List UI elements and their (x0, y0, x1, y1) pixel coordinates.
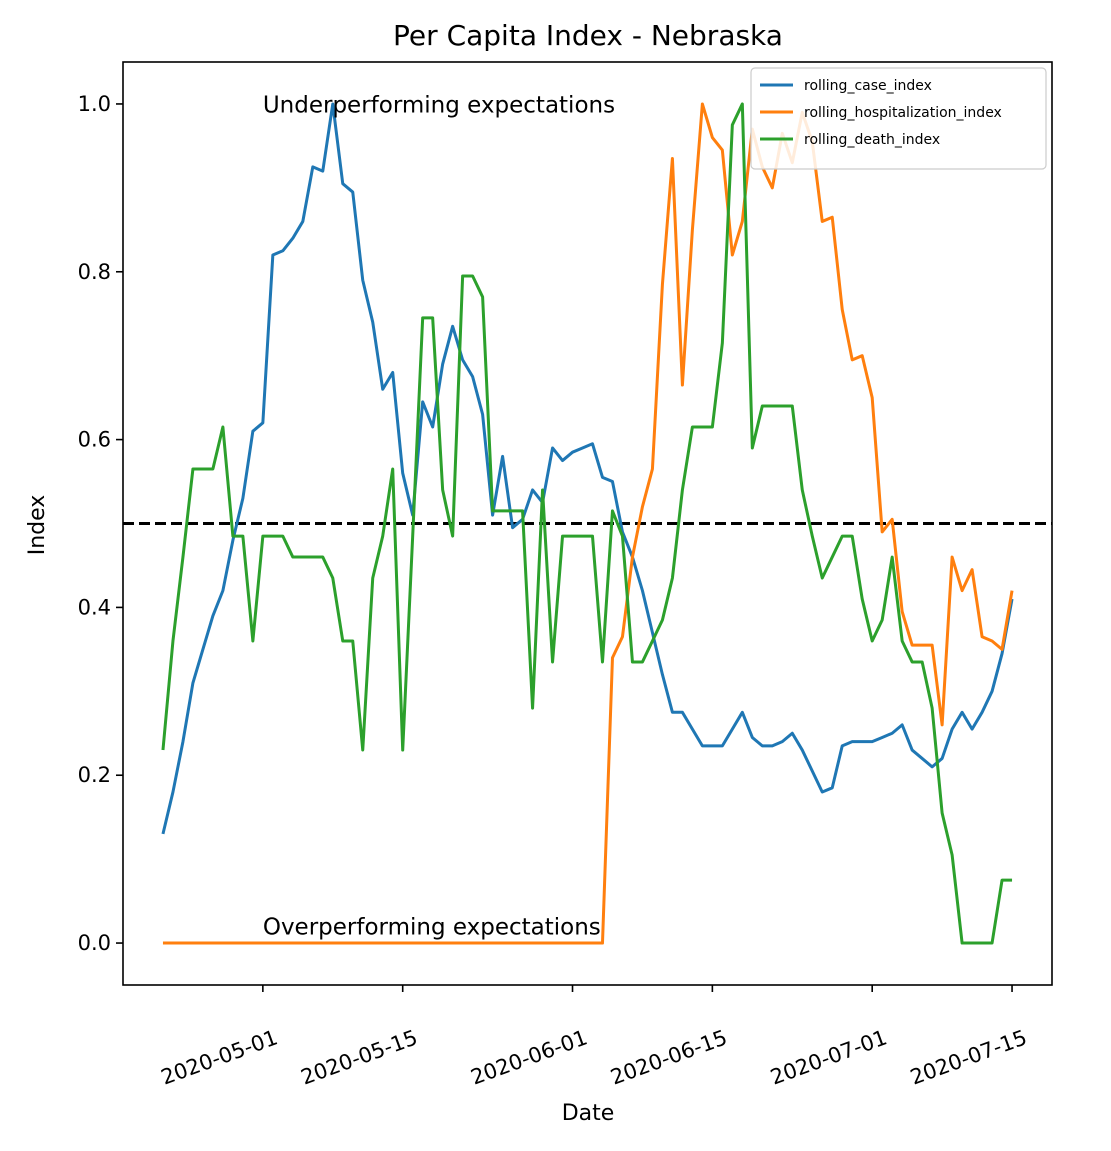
plot-frame (122, 61, 1053, 986)
y-tick-label: 1.0 (78, 92, 111, 116)
y-tick-label: 0.6 (78, 428, 111, 452)
annotation-overperforming: Overperforming expectations (263, 915, 601, 941)
y-axis-label: Index (25, 495, 50, 556)
legend: rolling_case_index rolling_hospitalizatio… (750, 67, 1047, 170)
legend-label-rolling_death_index: rolling_death_index (804, 132, 940, 148)
chart-title: Per Capita Index - Nebraska (393, 19, 783, 52)
x-axis-label: Date (562, 1101, 615, 1126)
series-line-rolling_case_index (161, 102, 1014, 835)
y-tick-label: 0.8 (78, 260, 111, 284)
y-tick-label: 0.0 (78, 931, 111, 955)
series-line-rolling_death_index (161, 102, 1013, 945)
legend-label-rolling_hospitalization_index: rolling_hospitalization_index (804, 105, 1002, 121)
y-tick-label: 0.4 (78, 595, 111, 619)
legend-label-rolling_case_index: rolling_case_index (804, 78, 932, 94)
y-tick-label: 0.2 (78, 763, 111, 787)
annotation-underperforming: Underperforming expectations (263, 92, 615, 118)
legend-box (750, 67, 1047, 170)
